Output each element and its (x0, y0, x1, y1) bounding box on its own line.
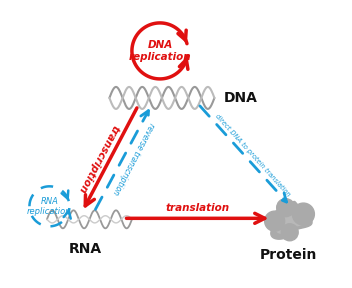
Text: DNA
replication: DNA replication (128, 40, 191, 62)
Circle shape (293, 203, 314, 225)
Circle shape (265, 211, 285, 231)
Text: Protein: Protein (260, 248, 317, 262)
Text: RNA
replication: RNA replication (27, 197, 72, 216)
Polygon shape (276, 207, 305, 233)
Circle shape (281, 224, 298, 241)
Text: transcription: transcription (76, 123, 120, 194)
Circle shape (277, 199, 295, 217)
Text: reverse transcription: reverse transcription (111, 121, 156, 196)
Text: translation: translation (165, 203, 230, 213)
Text: direct DNA to protein translation: direct DNA to protein translation (214, 113, 291, 198)
Polygon shape (271, 201, 312, 239)
Text: RNA: RNA (69, 242, 102, 256)
Text: DNA: DNA (224, 91, 258, 105)
